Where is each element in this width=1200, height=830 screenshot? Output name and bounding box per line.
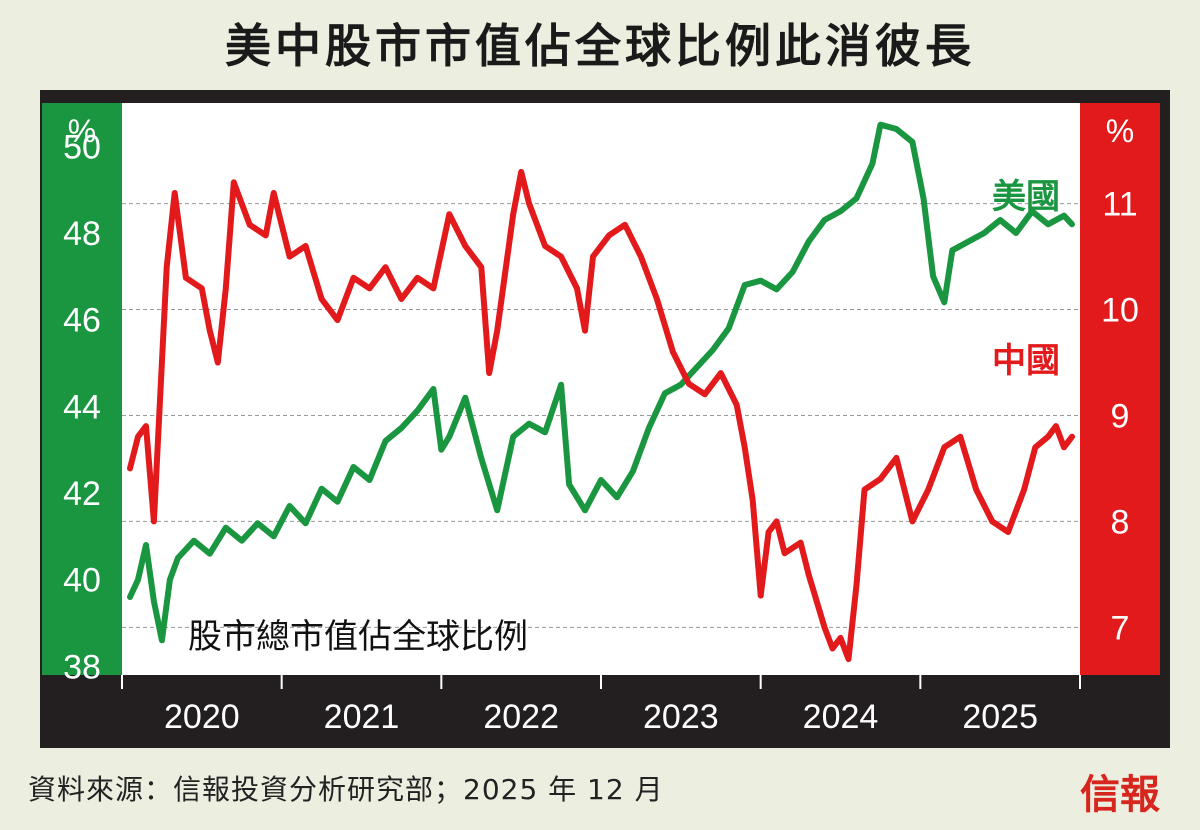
plot-area	[122, 103, 1080, 675]
grid-lines	[122, 203, 1080, 628]
left-tick-label: 38	[63, 648, 101, 686]
axis-ticks	[121, 675, 1081, 689]
right-tick-label: 9	[1111, 397, 1130, 435]
left-tick-label: 48	[63, 215, 101, 253]
left-axis-band	[42, 103, 122, 675]
left-tick-label: 50	[63, 128, 101, 166]
x-tick-label: 2021	[324, 698, 400, 736]
right-axis-unit: %	[1106, 113, 1134, 149]
x-tick-label: 2024	[803, 698, 879, 736]
left-axis-unit: %	[68, 113, 96, 149]
axis-labels: % 38 40 42 44 46 48 50 % 7 8 9 10 11 2020 2021 2022 2023 2…	[63, 113, 1139, 736]
chart-title: 美中股市市值佔全球比例此消彼長	[225, 19, 975, 73]
us-series-line	[127, 121, 1075, 644]
right-tick-label: 8	[1111, 503, 1130, 541]
china-series-label: 中國	[992, 341, 1060, 381]
x-tick-label: 2022	[483, 698, 559, 736]
left-tick-label: 42	[63, 475, 101, 513]
x-tick-label: 2020	[164, 698, 240, 736]
x-tick-label: 2025	[962, 698, 1038, 736]
left-tick-label: 40	[63, 562, 101, 600]
left-tick-label: 44	[63, 388, 101, 426]
china-series-line	[127, 168, 1075, 663]
right-tick-label: 10	[1101, 292, 1139, 330]
right-tick-label: 11	[1102, 186, 1137, 224]
publisher-logo: 信報	[1080, 771, 1160, 818]
x-tick-label: 2023	[643, 698, 719, 736]
us-series-label: 美國	[992, 177, 1060, 217]
chart-subtitle: 股市總市值佔全球比例	[188, 617, 528, 657]
right-tick-label: 7	[1111, 609, 1130, 647]
source-note: 資料來源：信報投資分析研究部；2025 年 12 月	[28, 773, 664, 806]
series-lines	[127, 121, 1075, 663]
left-tick-label: 46	[63, 302, 101, 340]
right-axis-band	[1080, 103, 1160, 675]
